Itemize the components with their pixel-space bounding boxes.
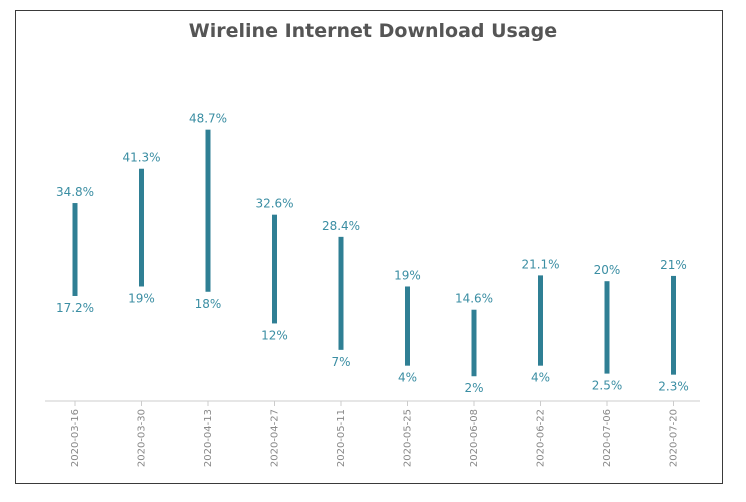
range-bar-2020-06-22[interactable] bbox=[538, 275, 543, 366]
low-label-2020-06-08: 2% bbox=[464, 381, 483, 395]
low-label-2020-03-16: 17.2% bbox=[56, 301, 94, 315]
x-tick-label-2020-03-30: 2020-03-30 bbox=[137, 409, 148, 467]
high-label-2020-06-08: 14.6% bbox=[455, 292, 493, 306]
x-tick-label-2020-07-20: 2020-07-20 bbox=[669, 409, 680, 467]
x-tick-label-2020-04-27: 2020-04-27 bbox=[270, 409, 281, 467]
range-bar-2020-03-16[interactable] bbox=[72, 203, 78, 296]
chart-title: Wireline Internet Download Usage bbox=[188, 20, 558, 42]
x-tick-label-2020-06-08: 2020-06-08 bbox=[469, 409, 480, 467]
chart-frame bbox=[15, 10, 723, 484]
range-bar-2020-07-06[interactable] bbox=[604, 281, 610, 374]
low-label-2020-04-13: 18% bbox=[195, 297, 222, 311]
x-tick-label-2020-06-22: 2020-06-22 bbox=[536, 409, 547, 467]
low-label-2020-07-06: 2.5% bbox=[592, 379, 623, 393]
low-label-2020-05-11: 7% bbox=[331, 355, 350, 369]
high-label-2020-04-27: 32.6% bbox=[255, 197, 293, 211]
high-label-2020-07-20: 21% bbox=[660, 258, 687, 272]
x-tick-label-2020-07-06: 2020-07-06 bbox=[602, 409, 613, 467]
range-bar-2020-04-13[interactable] bbox=[205, 129, 211, 292]
low-label-2020-07-20: 2.3% bbox=[658, 380, 689, 394]
high-label-2020-05-11: 28.4% bbox=[322, 219, 360, 233]
high-label-2020-04-13: 48.7% bbox=[189, 112, 227, 126]
x-tick-label-2020-03-16: 2020-03-16 bbox=[70, 409, 81, 467]
low-label-2020-04-27: 12% bbox=[261, 328, 288, 342]
low-label-2020-06-22: 4% bbox=[531, 371, 550, 385]
x-tick-label-2020-05-25: 2020-05-25 bbox=[403, 409, 414, 467]
low-label-2020-05-25: 4% bbox=[398, 371, 417, 385]
high-label-2020-03-30: 41.3% bbox=[122, 151, 160, 165]
x-tick-label-2020-05-11: 2020-05-11 bbox=[336, 409, 347, 467]
high-label-2020-05-25: 19% bbox=[394, 268, 421, 282]
high-label-2020-07-06: 20% bbox=[594, 263, 621, 277]
range-bar-2020-06-08[interactable] bbox=[471, 309, 477, 377]
range-bar-2020-05-25[interactable] bbox=[405, 286, 410, 366]
range-bar-2020-07-20[interactable] bbox=[671, 275, 676, 375]
low-label-2020-03-30: 19% bbox=[128, 291, 155, 305]
high-label-2020-03-16: 34.8% bbox=[56, 185, 94, 199]
range-bar-2020-05-11[interactable] bbox=[338, 236, 344, 350]
range-bar-2020-04-27[interactable] bbox=[272, 214, 277, 324]
x-tick-label-2020-04-13: 2020-04-13 bbox=[203, 409, 214, 467]
high-label-2020-06-22: 21.1% bbox=[521, 257, 559, 271]
range-bar-2020-03-30[interactable] bbox=[139, 168, 144, 287]
